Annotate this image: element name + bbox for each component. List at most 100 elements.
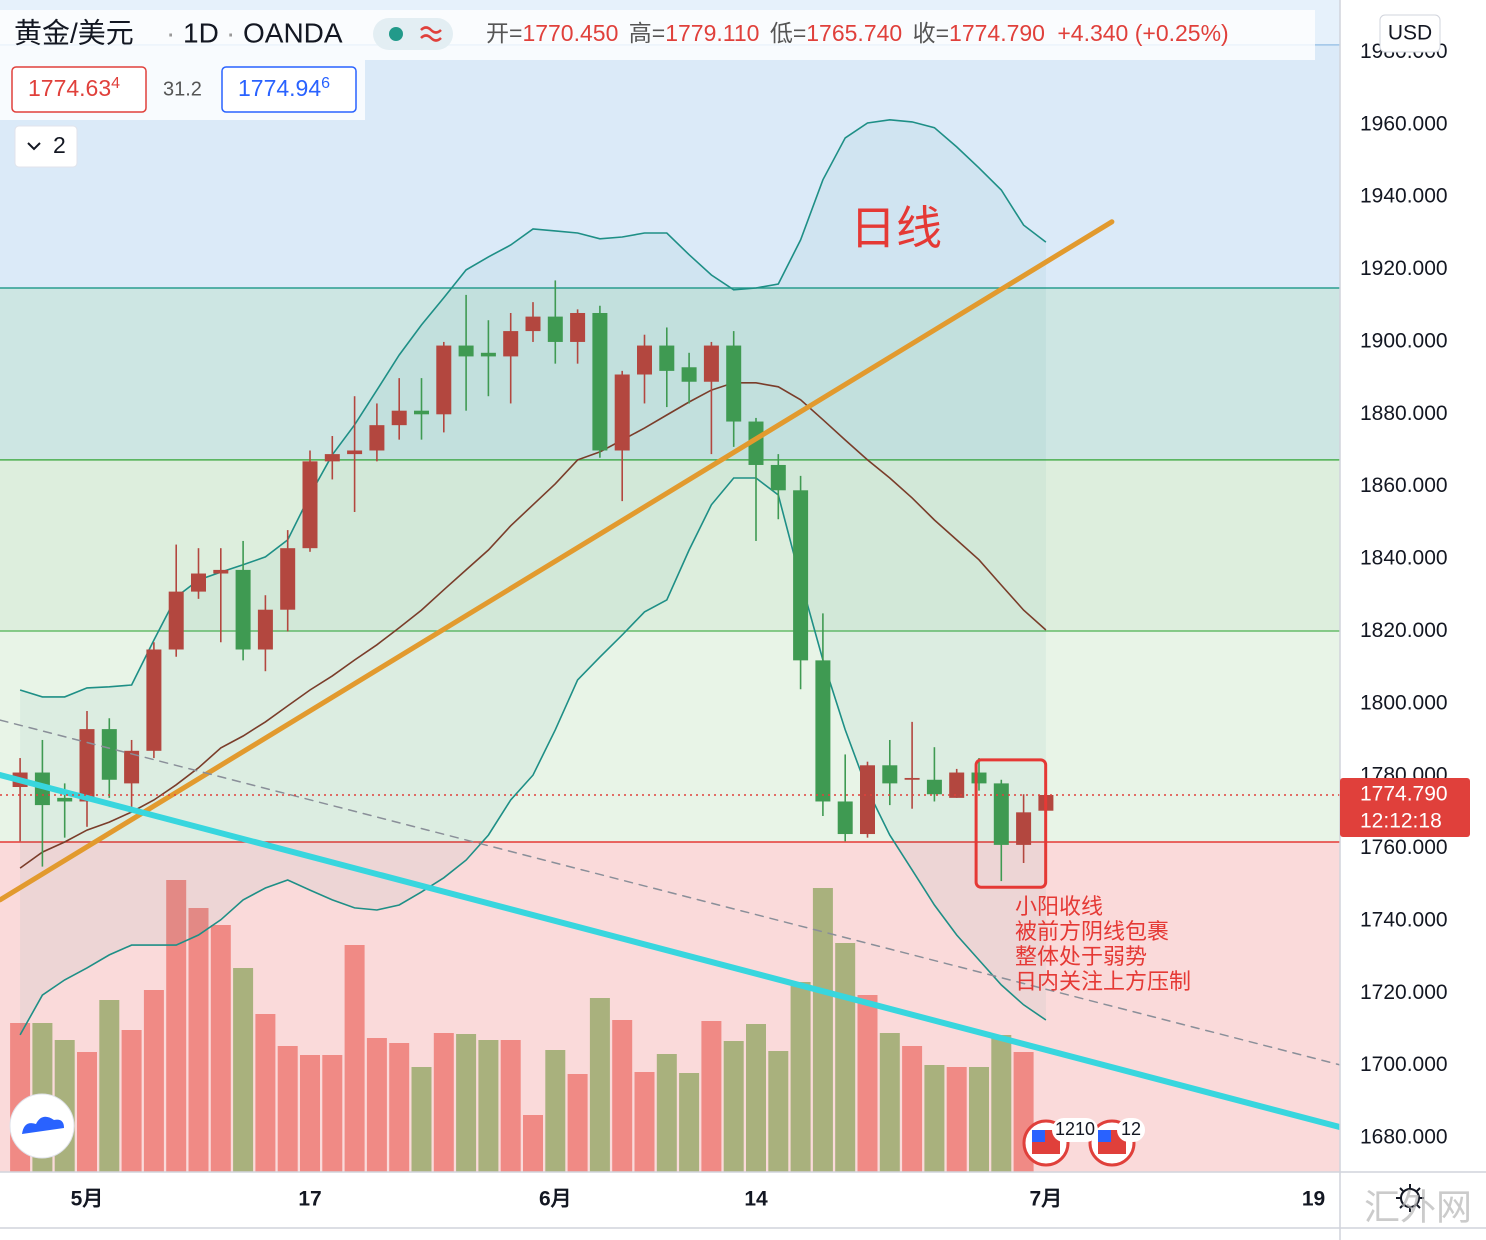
volume-bar xyxy=(523,1115,543,1172)
candle-body xyxy=(837,801,853,835)
ohlc-label: 收= xyxy=(913,20,949,46)
currency-button[interactable] xyxy=(1379,14,1441,53)
x-tick-label: 17 xyxy=(298,1188,321,1211)
note: 日内关注上方压制 xyxy=(1015,969,1191,994)
y-tick-label: 1760.000 xyxy=(1360,836,1448,859)
candle-body xyxy=(637,345,652,375)
annotation: 日线 xyxy=(850,202,942,254)
status-dot xyxy=(389,27,403,41)
volume-bar xyxy=(210,925,231,1172)
volume-bar xyxy=(589,998,610,1172)
source: OANDA xyxy=(243,17,343,48)
candle-body xyxy=(302,461,318,549)
volume-bar xyxy=(478,1040,499,1172)
spread: 31.2 xyxy=(163,78,202,100)
status-pill[interactable] xyxy=(373,18,453,50)
volume-bar xyxy=(277,1046,298,1172)
candle-body xyxy=(168,591,184,650)
flag-icon xyxy=(1032,1130,1045,1142)
zone xyxy=(0,288,1340,460)
candle-body xyxy=(79,729,95,802)
ask-price: 1774.94 xyxy=(238,75,321,101)
volume-bar xyxy=(233,968,254,1172)
candle-body xyxy=(949,772,965,798)
volume-bar xyxy=(612,1020,633,1172)
ohlc-value: 1774.790 xyxy=(949,20,1045,46)
volume-bar xyxy=(121,1030,142,1172)
y-tick-label: 1700.000 xyxy=(1360,1053,1448,1076)
candle-body xyxy=(101,729,117,780)
events: 1210 12 xyxy=(1022,1118,1145,1167)
indicator-toggle[interactable] xyxy=(14,125,78,168)
candle-body xyxy=(391,410,407,426)
candle-body xyxy=(770,464,786,491)
volume-bar xyxy=(366,1038,387,1172)
volume-bar xyxy=(679,1073,700,1172)
time-axis-bg xyxy=(0,1172,1340,1240)
candle-body xyxy=(993,783,1009,845)
candle-body xyxy=(280,548,296,610)
candle-body xyxy=(480,352,496,357)
candle-body xyxy=(124,750,140,784)
countdown: 12:12:18 xyxy=(1360,810,1442,833)
candle-body xyxy=(525,316,541,332)
ohlc-label: 低= xyxy=(770,20,806,46)
trend-line xyxy=(0,772,1340,1131)
y-tick-label: 1820.000 xyxy=(1360,619,1448,642)
last-price-label: 1774.790 xyxy=(1360,783,1448,806)
indicator-count: 2 xyxy=(53,132,66,158)
volume-bar xyxy=(634,1072,655,1172)
candle-body xyxy=(503,331,519,357)
ohlc-label: 开= xyxy=(486,20,522,46)
y-tick-label: 1880.000 xyxy=(1360,402,1448,425)
volume-bar xyxy=(166,880,187,1172)
bid[interactable]: 1774.634 xyxy=(28,75,120,101)
sell-button[interactable] xyxy=(11,66,147,113)
candle-body xyxy=(191,573,206,592)
volume-bar xyxy=(879,1033,900,1172)
candle-body xyxy=(213,569,229,574)
note: 整体处于弱势 xyxy=(1015,944,1147,969)
chevron-icon xyxy=(27,142,41,151)
candle-body xyxy=(57,797,73,802)
x-tick-label: 19 xyxy=(1302,1188,1325,1211)
event-badge xyxy=(1117,1118,1145,1142)
zone xyxy=(0,631,1340,843)
volume-bar xyxy=(768,1051,789,1172)
candle-body xyxy=(659,345,675,371)
highlight-box xyxy=(974,758,1048,889)
flag-icon xyxy=(1098,1130,1111,1142)
volume-bar xyxy=(656,1054,677,1172)
separator: · xyxy=(226,17,235,48)
ohlc-value: 1770.450 xyxy=(522,20,618,46)
price-axis-bg xyxy=(1340,0,1486,1240)
symbol[interactable]: 黄金/美元 xyxy=(14,17,134,48)
last-price-tag xyxy=(1340,777,1470,837)
candle-body xyxy=(681,367,697,382)
currency: USD xyxy=(1388,22,1432,45)
ask[interactable]: 1774.946 xyxy=(238,75,330,101)
candle-body xyxy=(926,779,942,795)
y-tick-label: 1800.000 xyxy=(1360,691,1448,714)
y-tick-label: 1680.000 xyxy=(1360,1126,1448,1149)
candle-body xyxy=(1016,812,1032,845)
candle-body xyxy=(815,660,831,802)
band-line xyxy=(19,382,1047,869)
volume-bar xyxy=(924,1065,945,1172)
volume-bar xyxy=(188,908,209,1172)
trend-line xyxy=(0,719,1340,1066)
volume-bar xyxy=(322,1055,343,1172)
buy-button[interactable] xyxy=(221,66,357,113)
change: +4.340 (+0.25%) xyxy=(1057,20,1228,46)
volume-bar xyxy=(946,1067,967,1172)
ohlc-value: 1765.740 xyxy=(806,20,902,46)
y-tick-label: 1740.000 xyxy=(1360,908,1448,931)
x-axis: 5月 17 6月 14 7月 19 xyxy=(71,1188,1326,1211)
x-tick-label: 6月 xyxy=(539,1188,572,1211)
volume-bar xyxy=(857,995,878,1172)
interval[interactable]: 1D xyxy=(183,17,219,48)
candle-body xyxy=(347,450,363,455)
candle-body xyxy=(146,649,162,751)
